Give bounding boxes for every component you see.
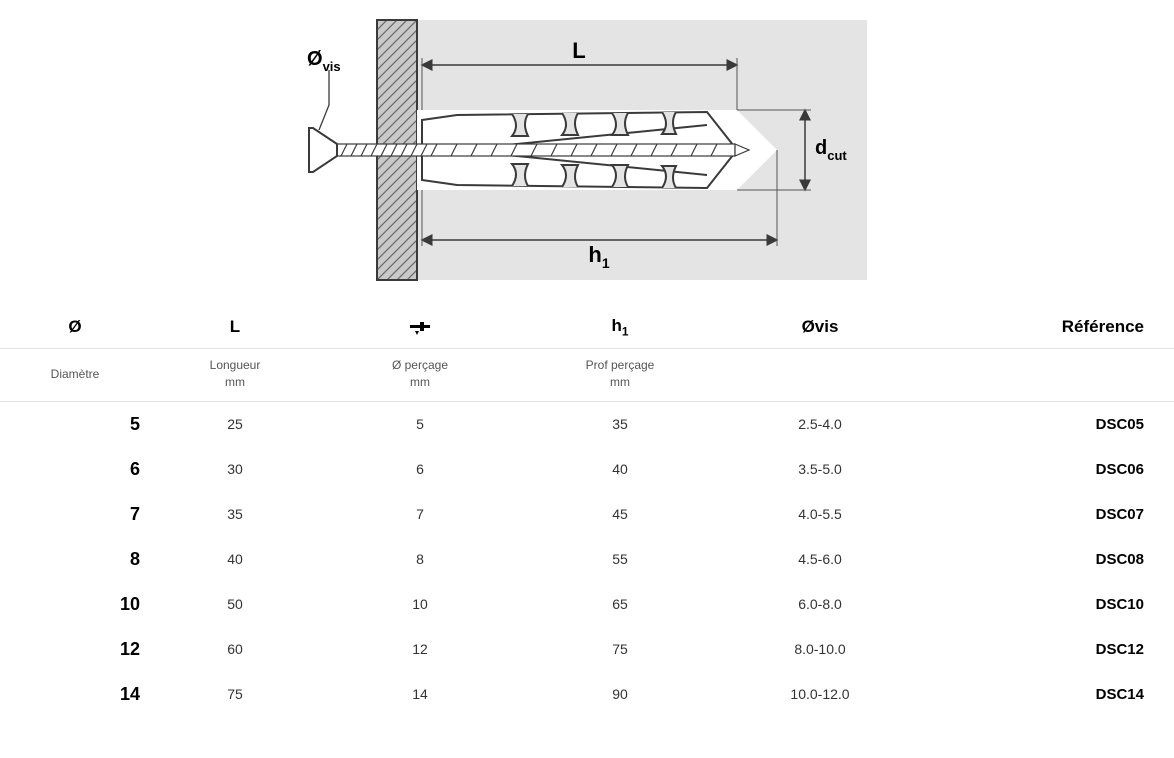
table-row: 5255352.5-4.0DSC05	[0, 401, 1174, 447]
table-row: 7357454.0-5.5DSC07	[0, 492, 1174, 537]
drill-icon	[409, 320, 431, 336]
cell-screw: 10.0-12.0	[720, 672, 920, 717]
col-sub-drill: Ø perçagemm	[320, 349, 520, 402]
table-row: 6306403.5-5.0DSC06	[0, 447, 1174, 492]
cell-drill: 6	[320, 447, 520, 492]
cell-diameter: 7	[0, 492, 150, 537]
cell-depth: 90	[520, 672, 720, 717]
diagram-label-h1-sub: 1	[602, 255, 610, 271]
cell-length: 75	[150, 672, 320, 717]
diagram-label-L: L	[572, 38, 585, 63]
cell-depth: 55	[520, 537, 720, 582]
col-header-reference: Référence	[920, 310, 1174, 349]
col-header-depth: h1	[520, 310, 720, 349]
cell-depth: 65	[520, 582, 720, 627]
table-row: 1475149010.0-12.0DSC14	[0, 672, 1174, 717]
cell-drill: 10	[320, 582, 520, 627]
svg-text:Øvis: Øvis	[307, 48, 341, 74]
col-sub-diameter: Diamètre	[0, 349, 150, 402]
cell-depth: 75	[520, 627, 720, 672]
diagram-label-ovis-sub: vis	[323, 59, 341, 74]
anchor-diagram-svg: L h1 dcut Øvis	[307, 10, 867, 290]
cell-screw: 2.5-4.0	[720, 401, 920, 447]
cell-length: 30	[150, 447, 320, 492]
cell-depth: 45	[520, 492, 720, 537]
cell-reference: DSC14	[920, 672, 1174, 717]
cell-diameter: 5	[0, 401, 150, 447]
cell-reference: DSC06	[920, 447, 1174, 492]
cell-depth: 40	[520, 447, 720, 492]
cell-drill: 7	[320, 492, 520, 537]
cell-screw: 6.0-8.0	[720, 582, 920, 627]
technical-diagram: L h1 dcut Øvis	[307, 0, 867, 290]
cell-screw: 3.5-5.0	[720, 447, 920, 492]
col-sub-reference	[920, 349, 1174, 402]
cell-drill: 14	[320, 672, 520, 717]
cell-length: 40	[150, 537, 320, 582]
cell-diameter: 10	[0, 582, 150, 627]
col-sub-screw	[720, 349, 920, 402]
col-sub-length: Longueurmm	[150, 349, 320, 402]
cell-reference: DSC08	[920, 537, 1174, 582]
cell-drill: 8	[320, 537, 520, 582]
cell-length: 60	[150, 627, 320, 672]
cell-length: 25	[150, 401, 320, 447]
table-row: 105010656.0-8.0DSC10	[0, 582, 1174, 627]
col-header-length: L	[150, 310, 320, 349]
cell-drill: 12	[320, 627, 520, 672]
cell-diameter: 14	[0, 672, 150, 717]
cell-reference: DSC12	[920, 627, 1174, 672]
cell-reference: DSC10	[920, 582, 1174, 627]
col-sub-depth: Prof perçagemm	[520, 349, 720, 402]
spec-table: Ø L h1 Øvis Référence Diamètre Longueurm…	[0, 310, 1174, 717]
cell-diameter: 8	[0, 537, 150, 582]
table-row: 126012758.0-10.0DSC12	[0, 627, 1174, 672]
cell-drill: 5	[320, 401, 520, 447]
diagram-label-h1: h	[588, 242, 601, 267]
cell-screw: 4.0-5.5	[720, 492, 920, 537]
cell-length: 50	[150, 582, 320, 627]
col-header-screw: Øvis	[720, 310, 920, 349]
col-header-drill	[320, 310, 520, 349]
cell-reference: DSC05	[920, 401, 1174, 447]
diagram-label-dcut-sub: cut	[827, 148, 847, 163]
cell-screw: 8.0-10.0	[720, 627, 920, 672]
cell-reference: DSC07	[920, 492, 1174, 537]
cell-depth: 35	[520, 401, 720, 447]
table-row: 8408554.5-6.0DSC08	[0, 537, 1174, 582]
cell-screw: 4.5-6.0	[720, 537, 920, 582]
col-header-diameter: Ø	[0, 310, 150, 349]
cell-diameter: 12	[0, 627, 150, 672]
diagram-label-ovis: Ø	[307, 48, 323, 70]
diagram-label-dcut: d	[815, 137, 827, 159]
cell-diameter: 6	[0, 447, 150, 492]
cell-length: 35	[150, 492, 320, 537]
